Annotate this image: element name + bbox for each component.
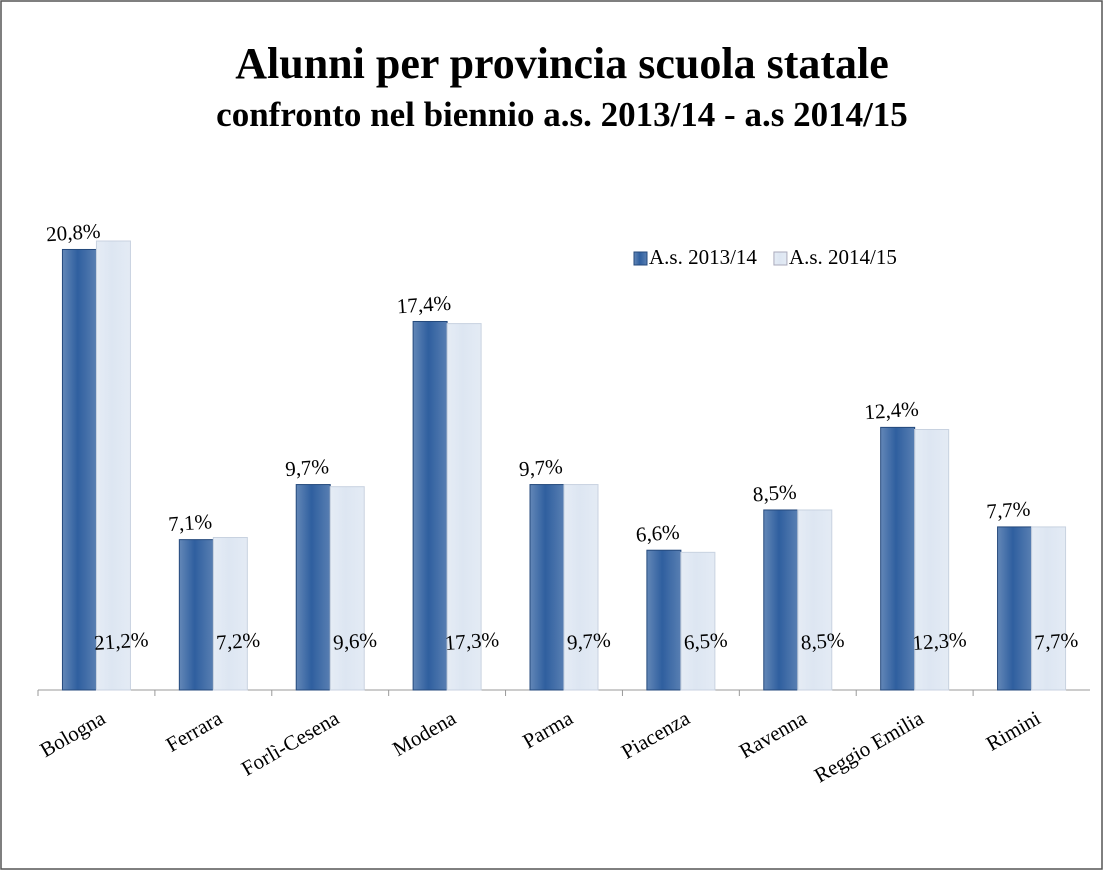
data-label: 12,3% — [912, 627, 968, 655]
bar — [529, 484, 565, 691]
data-label: 7,1% — [167, 509, 212, 536]
data-label: 8,5% — [800, 628, 845, 655]
legend-label: A.s. 2014/15 — [789, 245, 897, 269]
data-label: 20,8% — [45, 219, 101, 247]
data-label: 12,4% — [864, 397, 920, 425]
bar — [680, 551, 716, 691]
data-label: 9,7% — [566, 628, 611, 655]
data-label: 6,6% — [635, 520, 680, 547]
data-label: 7,7% — [1034, 628, 1079, 655]
bar — [646, 549, 682, 691]
data-label: 6,5% — [683, 628, 728, 655]
legend-swatch — [633, 251, 648, 266]
bar — [1031, 526, 1067, 691]
data-label: 7,2% — [215, 628, 260, 655]
bar — [914, 428, 950, 691]
bar — [446, 323, 482, 691]
chart-subtitle: confronto nel biennio a.s. 2013/14 - a.s… — [216, 95, 908, 134]
bar — [763, 509, 799, 691]
chart-title: Alunni per provincia scuola statale — [235, 39, 889, 88]
bar — [329, 486, 365, 691]
data-label: 9,6% — [332, 628, 377, 655]
bar — [61, 248, 97, 691]
legend-label: A.s. 2013/14 — [649, 245, 757, 269]
bar — [880, 426, 916, 691]
bar — [212, 537, 248, 691]
data-label: 17,3% — [444, 627, 500, 655]
bar — [178, 539, 214, 691]
bar — [997, 526, 1033, 691]
data-label: 9,7% — [284, 454, 329, 481]
data-label: 17,4% — [396, 291, 452, 319]
bar — [295, 484, 331, 691]
bar — [563, 484, 599, 691]
data-label: 9,7% — [518, 454, 563, 481]
legend-swatch — [773, 251, 788, 266]
bar — [95, 240, 131, 691]
data-label: 21,2% — [93, 627, 149, 655]
bar — [412, 320, 448, 691]
data-label: 8,5% — [752, 480, 797, 507]
data-label: 7,7% — [986, 496, 1031, 523]
bar — [797, 509, 833, 691]
